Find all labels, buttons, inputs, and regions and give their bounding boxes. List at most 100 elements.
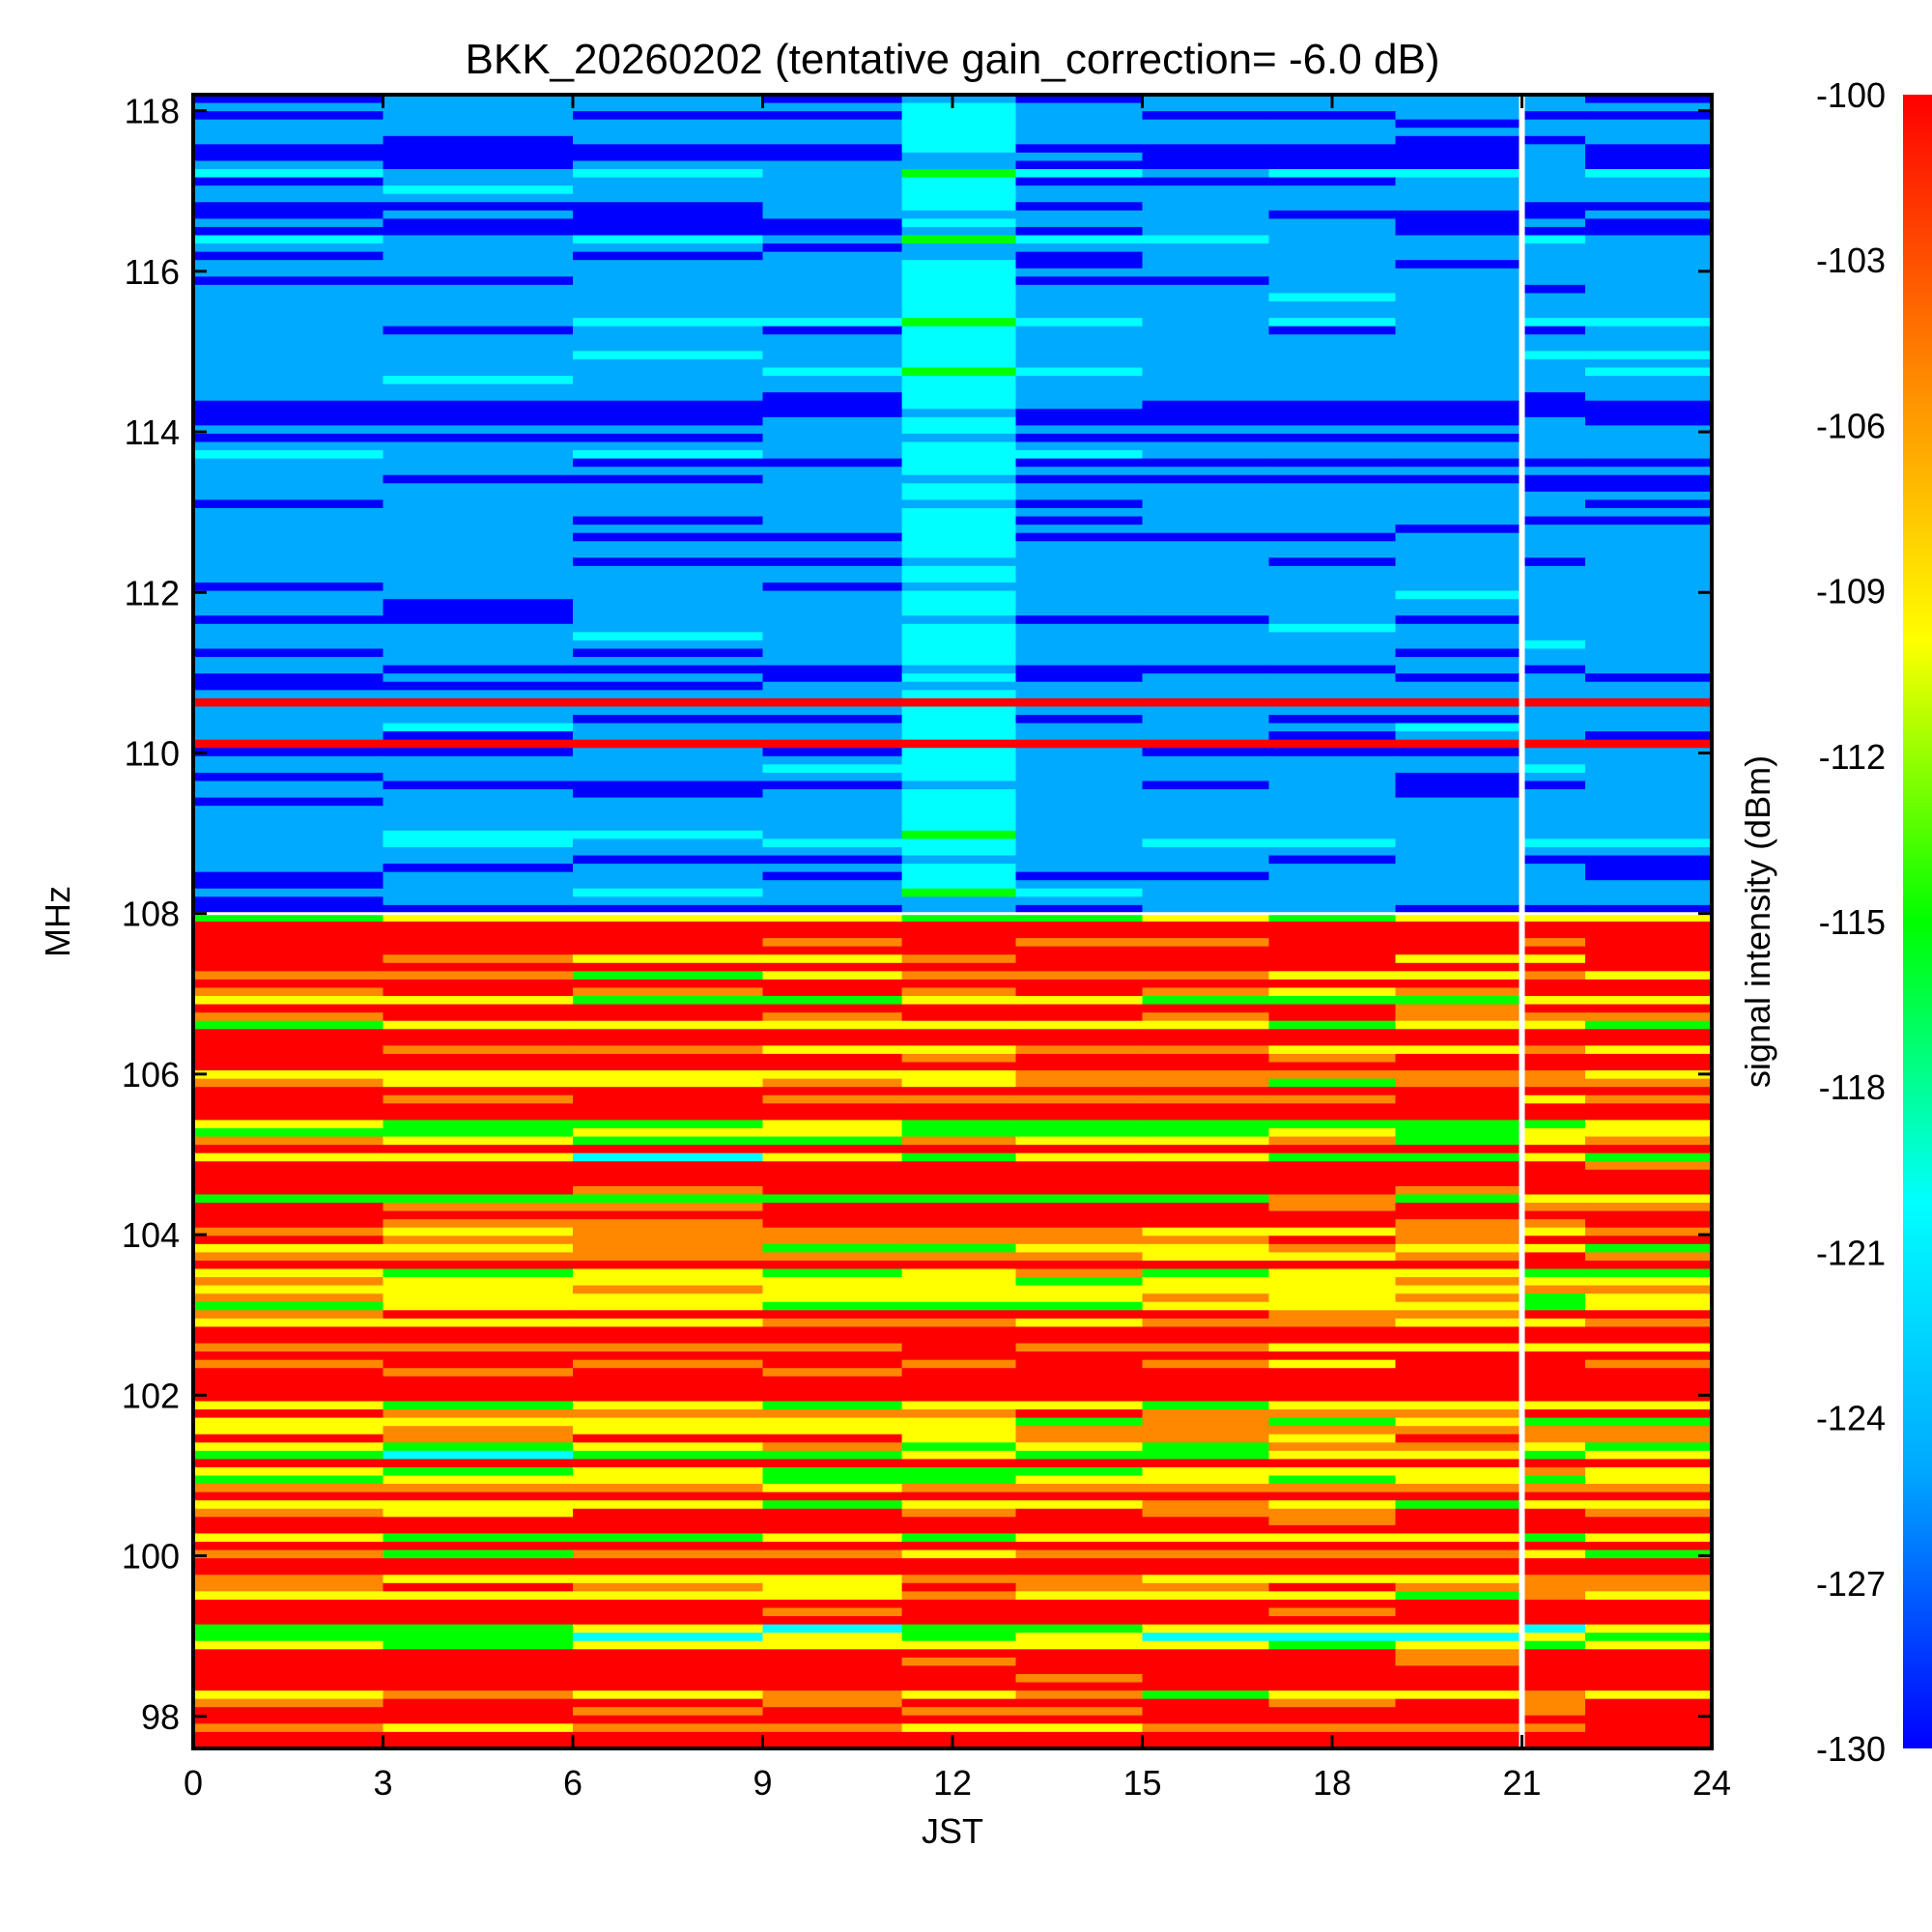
heatmap-cell xyxy=(762,1045,903,1055)
heatmap-cell xyxy=(193,243,384,253)
heatmap-cell xyxy=(1142,1268,1269,1278)
heatmap-cell xyxy=(573,1227,763,1236)
heatmap-cell xyxy=(573,128,763,137)
heatmap-cell xyxy=(1395,1566,1522,1576)
heatmap-cell xyxy=(1521,1392,1586,1402)
heatmap-cell xyxy=(762,864,903,873)
heatmap-cell xyxy=(193,425,384,435)
heatmap-cell xyxy=(1015,929,1143,939)
heatmap-cell xyxy=(1142,1120,1269,1129)
heatmap-cell xyxy=(901,193,1016,203)
heatmap-cell xyxy=(1395,590,1522,600)
heatmap-cell xyxy=(193,128,384,137)
heatmap-cell xyxy=(1395,177,1522,186)
heatmap-cell xyxy=(383,1120,574,1129)
heatmap-cell xyxy=(1521,946,1586,955)
heatmap-cell xyxy=(1268,1566,1396,1576)
heatmap-cell xyxy=(1142,1492,1269,1501)
heatmap-cell xyxy=(383,1698,574,1708)
heatmap-cell xyxy=(383,1178,574,1187)
heatmap-cell xyxy=(1395,293,1522,302)
heatmap-cell xyxy=(762,1301,903,1311)
heatmap-cell xyxy=(1395,1293,1522,1303)
heatmap-cell xyxy=(1268,458,1396,468)
heatmap-cell xyxy=(1015,1649,1143,1659)
heatmap-cell xyxy=(901,376,1016,385)
heatmap-cell xyxy=(901,1673,1016,1684)
heatmap-cell xyxy=(762,1120,903,1129)
heatmap-cell xyxy=(1142,309,1269,319)
heatmap-cell xyxy=(901,358,1016,368)
heatmap-cell xyxy=(1521,268,1586,277)
heatmap-cell xyxy=(762,755,903,765)
heatmap-cell xyxy=(1015,1633,1143,1642)
heatmap-cell xyxy=(1268,342,1396,352)
heatmap-cell xyxy=(1395,1616,1522,1626)
heatmap-cell xyxy=(1268,1020,1396,1030)
heatmap-cell xyxy=(383,557,574,567)
heatmap-cell xyxy=(193,111,384,121)
heatmap-cell xyxy=(1585,1673,1712,1684)
heatmap-cell xyxy=(193,1268,384,1278)
heatmap-cell xyxy=(383,532,574,542)
heatmap-cell xyxy=(1142,474,1269,484)
heatmap-cell xyxy=(901,665,1016,674)
heatmap-cell xyxy=(1142,1359,1269,1369)
heatmap-cell xyxy=(1268,210,1396,219)
x-axis-ticks: 0 3 6 9 12 15 18 21 24 xyxy=(184,95,1731,1803)
heatmap-cell xyxy=(383,1475,574,1485)
heatmap-cell xyxy=(1015,1582,1143,1592)
heatmap-cell xyxy=(1395,309,1522,319)
heatmap-cell xyxy=(1585,789,1712,799)
heatmap-cell xyxy=(1268,748,1396,757)
heatmap-cell xyxy=(383,599,574,609)
heatmap-cell xyxy=(1268,284,1396,294)
heatmap-cell xyxy=(1015,358,1143,368)
heatmap-cell xyxy=(901,1062,1016,1071)
heatmap-cell xyxy=(1268,1524,1396,1534)
heatmap-cell xyxy=(901,1053,1016,1064)
heatmap-cell xyxy=(1142,251,1269,261)
heatmap-cell xyxy=(1521,922,1586,931)
heatmap-cell xyxy=(383,1103,574,1113)
heatmap-cell xyxy=(383,1731,574,1741)
heatmap-cell xyxy=(1395,938,1522,948)
heatmap-cell xyxy=(762,491,903,500)
heatmap-cell xyxy=(1015,1070,1143,1080)
heatmap-cell xyxy=(901,1004,1016,1013)
heatmap-cell xyxy=(1521,1252,1586,1262)
heatmap-cell xyxy=(1268,416,1396,426)
heatmap-cell xyxy=(901,574,1016,583)
heatmap-cell xyxy=(1395,1484,1522,1493)
heatmap-cell xyxy=(1268,1508,1396,1518)
heatmap-cell xyxy=(1015,1723,1143,1733)
heatmap-cell xyxy=(762,1508,903,1518)
heatmap-cell xyxy=(383,376,574,385)
heatmap-cell xyxy=(901,1640,1016,1650)
heatmap-cell xyxy=(1585,260,1712,270)
heatmap-cell xyxy=(1142,1409,1269,1419)
heatmap-cell xyxy=(1268,483,1396,493)
heatmap-cell xyxy=(1395,1227,1522,1236)
heatmap-cell xyxy=(193,1698,384,1708)
heatmap-cell xyxy=(1268,425,1396,435)
heatmap-cell xyxy=(1521,177,1586,186)
heatmap-cell xyxy=(1521,1094,1586,1104)
heatmap-cell xyxy=(1585,565,1712,575)
heatmap-cell xyxy=(1268,1723,1396,1733)
heatmap-cell xyxy=(1395,1665,1522,1675)
heatmap-cell xyxy=(901,1376,1016,1385)
heatmap-cell xyxy=(193,1053,384,1064)
heatmap-cell xyxy=(383,1351,574,1361)
heatmap-cell xyxy=(762,334,903,344)
heatmap-cell xyxy=(1521,1434,1586,1443)
heatmap-cell xyxy=(1015,193,1143,203)
heatmap-cell xyxy=(762,499,903,509)
heatmap-cell xyxy=(193,491,384,500)
heatmap-cell xyxy=(193,450,384,460)
heatmap-cell xyxy=(1395,871,1522,881)
heatmap-cell xyxy=(383,648,574,658)
heatmap-cell xyxy=(1585,639,1712,650)
heatmap-cell xyxy=(1395,342,1522,352)
heatmap-cell xyxy=(1395,1524,1522,1534)
